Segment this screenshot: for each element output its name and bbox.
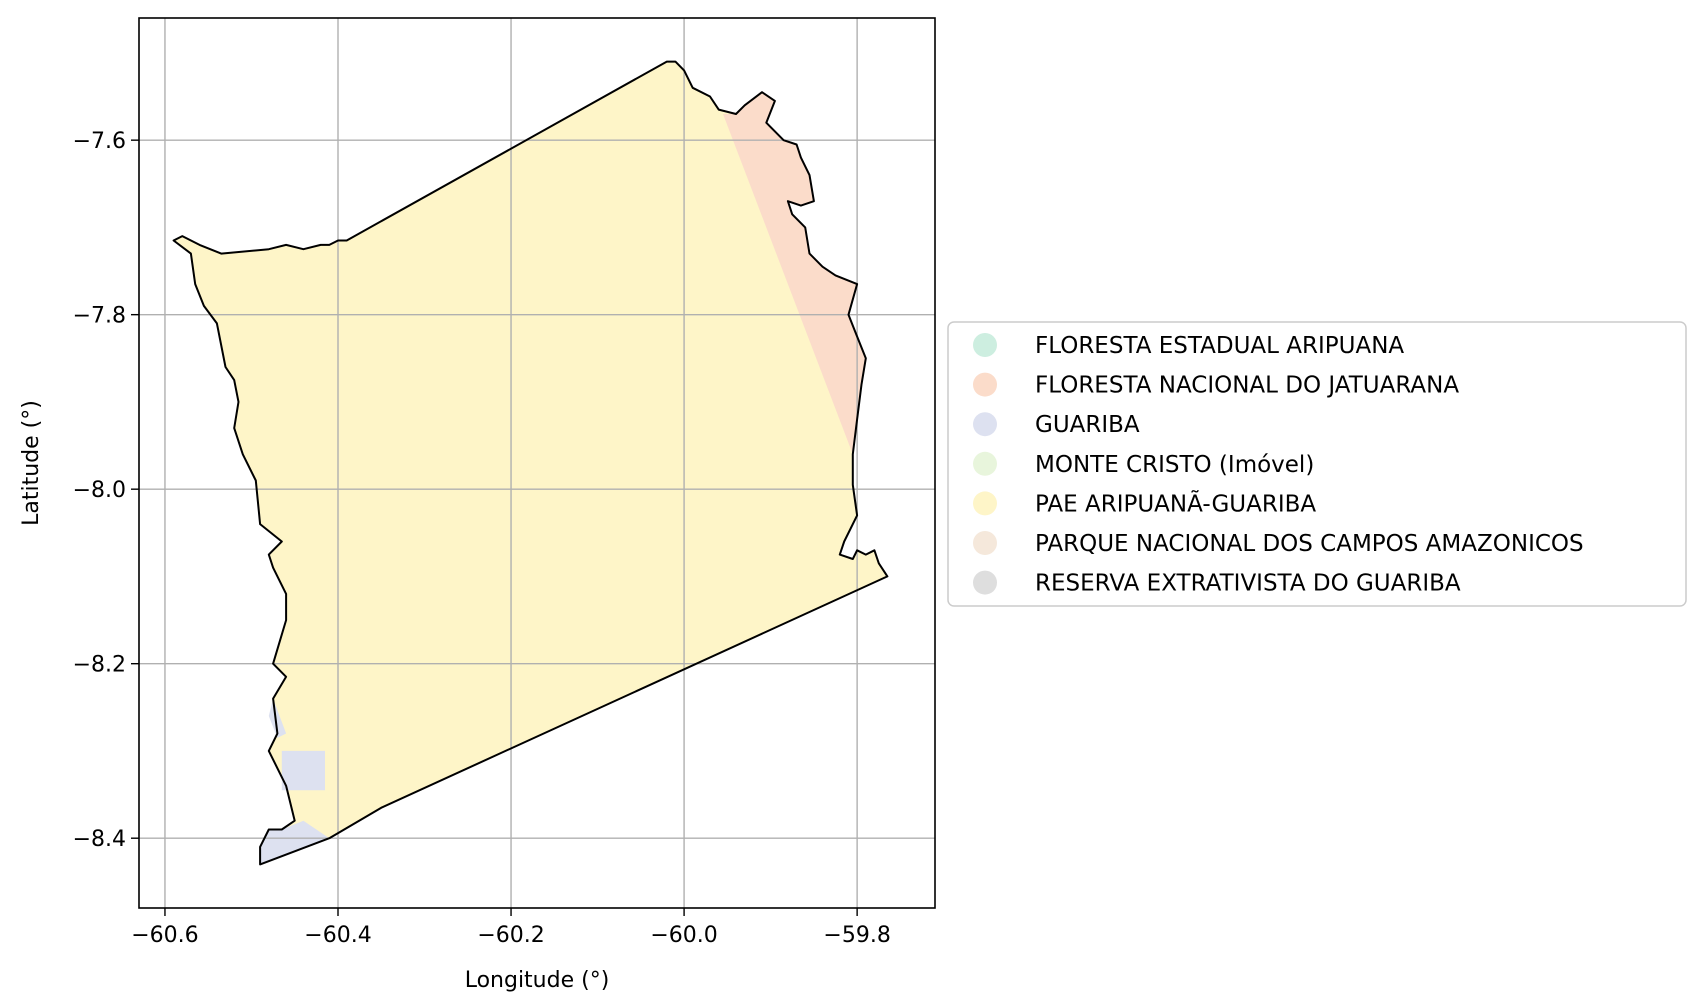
x-tick-label: −60.6 [131, 923, 198, 948]
legend-label: GUARIBA [1035, 412, 1140, 438]
legend-label: FLORESTA ESTADUAL ARIPUANA [1035, 333, 1404, 359]
legend-item-monte-cristo-imovel: MONTE CRISTO (Imóvel) [973, 451, 1314, 478]
map-axes-frame [138, 17, 936, 909]
region-guariba-part-3 [260, 820, 330, 865]
legend-swatch [973, 570, 997, 595]
legend-swatch [973, 372, 997, 397]
legend-item-floresta-nacional-do-jatuarana: FLORESTA NACIONAL DO JATUARANA [973, 372, 1459, 399]
legend-frame [947, 321, 1687, 607]
map-boundary-outline [172, 60, 889, 866]
legend-label: PARQUE NACIONAL DOS CAMPOS AMAZONICOS [1035, 531, 1584, 557]
y-tick-label: −7.8 [73, 304, 126, 329]
y-tick-label: −7.6 [73, 129, 126, 154]
y-tick-label: −8.0 [73, 478, 126, 503]
x-axis-ticks: −60.6 −60.4 −60.2 −60.0 −59.8 [131, 908, 891, 948]
legend-item-reserva-extrativista-do-guariba: RESERVA EXTRATIVISTA DO GUARIBA [973, 570, 1461, 597]
legend-swatch [973, 531, 997, 555]
region-guariba-part-2 [281, 750, 325, 791]
y-axis-label: Latitude (°) [19, 400, 44, 526]
legend-swatch [973, 333, 997, 357]
x-tick-label: −60.2 [477, 923, 544, 948]
legend-label: FLORESTA NACIONAL DO JATUARANA [1035, 373, 1459, 399]
legend-item-guariba: GUARIBA [973, 412, 1140, 438]
legend-label: PAE ARIPUANÃ-GUARIBA [1035, 489, 1316, 517]
y-tick-label: −8.2 [73, 653, 126, 678]
legend-swatch [973, 412, 997, 437]
legend-swatch [973, 451, 997, 476]
legend-label: RESERVA EXTRATIVISTA DO GUARIBA [1035, 571, 1461, 597]
y-axis-ticks: −7.6 −7.8 −8.0 −8.2 −8.4 [73, 129, 139, 852]
x-axis-label: Longitude (°) [465, 968, 610, 993]
legend-swatch [973, 491, 997, 516]
x-tick-label: −60.0 [650, 923, 717, 948]
map-gridlines [139, 18, 935, 908]
region-boundary-line [172, 60, 889, 866]
legend-item-parque-nacional-dos-campos-amazonicos: PARQUE NACIONAL DOS CAMPOS AMAZONICOS [973, 531, 1584, 557]
legend-label: MONTE CRISTO (Imóvel) [1035, 452, 1314, 478]
legend-item-pae-aripuana-guariba: PAE ARIPUANÃ-GUARIBA [973, 489, 1316, 517]
x-tick-label: −60.4 [304, 923, 371, 948]
region-floresta-nacional-do-jatuarana [723, 92, 866, 455]
y-tick-label: −8.4 [73, 827, 126, 852]
map-legend: FLORESTA ESTADUAL ARIPUANA FLORESTA NACIO… [947, 321, 1687, 607]
legend-item-floresta-estadual-aripuana: FLORESTA ESTADUAL ARIPUANA [973, 333, 1404, 359]
region-guariba-part-1 [268, 698, 287, 738]
x-tick-label: −59.8 [823, 923, 890, 948]
